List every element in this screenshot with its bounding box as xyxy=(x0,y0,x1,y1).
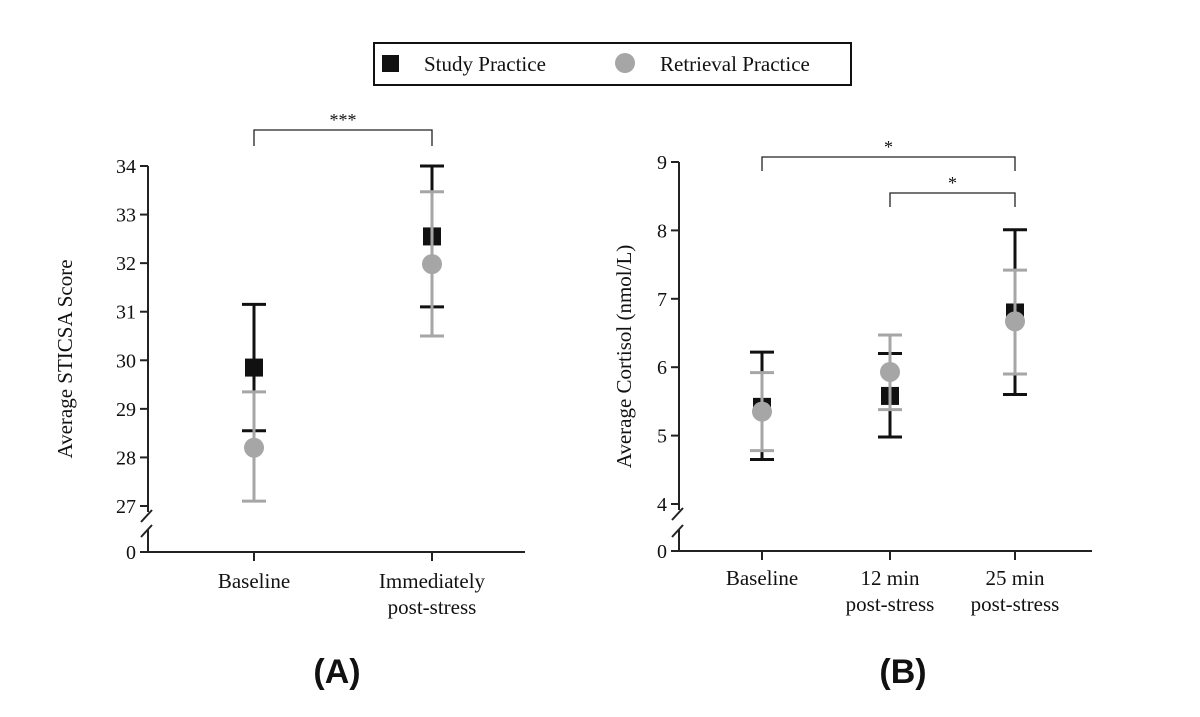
panel-a-x-tick-label: Baseline xyxy=(218,569,290,593)
legend-box xyxy=(373,42,852,86)
panel-b-y-tick-label: 4 xyxy=(657,494,667,516)
panel-b-y-tick-label: 7 xyxy=(657,289,667,311)
legend-study-marker xyxy=(382,55,399,72)
panel-b-x-tick-label: post-stress xyxy=(846,592,935,616)
panel-b-label: (B) xyxy=(879,653,926,691)
panel-b-x-tick-label: Baseline xyxy=(726,566,798,590)
panel-a-point-study xyxy=(245,358,263,377)
panel-a-y-tick-label: 30 xyxy=(116,350,136,372)
legend-retrieval-marker xyxy=(615,53,635,73)
panel-b-axis-break-mark xyxy=(671,524,684,538)
panel-a-y-tick-label-zero: 0 xyxy=(126,542,136,564)
panel-a-y-tick-label: 32 xyxy=(116,253,136,275)
panel-a-point-retrieval xyxy=(422,254,442,275)
panel-b-y-axis-label: Average Cortisol (nmol/L) xyxy=(612,245,636,469)
panel-a-y-tick-label: 27 xyxy=(116,496,136,518)
legend-retrieval-label: Retrieval Practice xyxy=(660,52,810,76)
legend: Study Practice Retrieval Practice xyxy=(373,42,852,86)
panel-b-significance-label: * xyxy=(948,173,957,193)
panel-a-y-tick-label: 33 xyxy=(116,205,136,227)
panel-a-axis-break-mark xyxy=(140,509,153,523)
panel-a-significance-bracket xyxy=(253,129,433,146)
panel-b-axis-break-mark xyxy=(671,507,684,521)
panel-a-y-tick-label: 31 xyxy=(116,302,136,324)
panel-b-significance-bracket xyxy=(761,156,1016,171)
panel-a-point-retrieval xyxy=(244,437,264,458)
panel-b-x-tick-label: post-stress xyxy=(971,592,1060,616)
panel-b-significance-bracket xyxy=(889,192,1016,207)
panel-b-significance-label: * xyxy=(884,137,893,157)
panel-b-y-tick-label: 6 xyxy=(657,357,667,379)
panel-b-y-tick-label-zero: 0 xyxy=(657,541,667,563)
panel-b-y-tick-label: 9 xyxy=(657,152,667,174)
panel-a-y-tick-label: 28 xyxy=(116,447,136,469)
panel-a-chart: 27 28 29 30 31 32 33 34 0 Baseline Immediatelypost… xyxy=(53,110,525,691)
panel-b-y-tick-label: 8 xyxy=(657,220,667,242)
panel-a-y-tick-label: 34 xyxy=(116,156,136,178)
panel-a-label: (A) xyxy=(313,653,360,691)
panel-a-x-tick-label: Immediately xyxy=(379,569,486,593)
panel-a-x-tick-label: post-stress xyxy=(388,595,477,619)
legend-study-label: Study Practice xyxy=(424,52,546,76)
panel-b-y-tick-label: 5 xyxy=(657,426,667,448)
panel-b-point-retrieval xyxy=(880,361,900,382)
panel-b-x-tick-label: 25 min xyxy=(986,566,1045,590)
panel-b-x-tick-label: 12 min xyxy=(861,566,920,590)
panel-a-y-axis-label: Average STICSA Score xyxy=(53,259,77,458)
panel-a-y-tick-label: 29 xyxy=(116,399,136,421)
panel-b-point-retrieval xyxy=(1005,311,1025,332)
panel-b-point-retrieval xyxy=(752,401,772,422)
panel-a-significance-label: *** xyxy=(330,110,357,130)
panel-a-axis-break-mark xyxy=(140,524,153,538)
